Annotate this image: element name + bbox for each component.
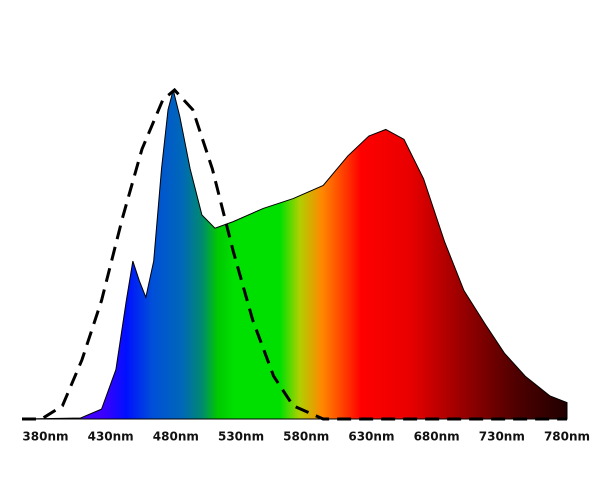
sensitivity-curve bbox=[22, 87, 567, 421]
x-tick-label: 480nm bbox=[153, 430, 199, 444]
x-tick-label: 780nm bbox=[544, 430, 590, 444]
x-tick-label: 680nm bbox=[414, 430, 460, 444]
x-tick-label: 730nm bbox=[479, 430, 525, 444]
x-tick-label: 630nm bbox=[348, 430, 394, 444]
x-tick-label: 380nm bbox=[22, 430, 68, 444]
spectrum-area bbox=[21, 89, 568, 420]
x-tick-label: 580nm bbox=[283, 430, 329, 444]
x-tick-label: 430nm bbox=[88, 430, 134, 444]
x-tick-label: 530nm bbox=[218, 430, 264, 444]
